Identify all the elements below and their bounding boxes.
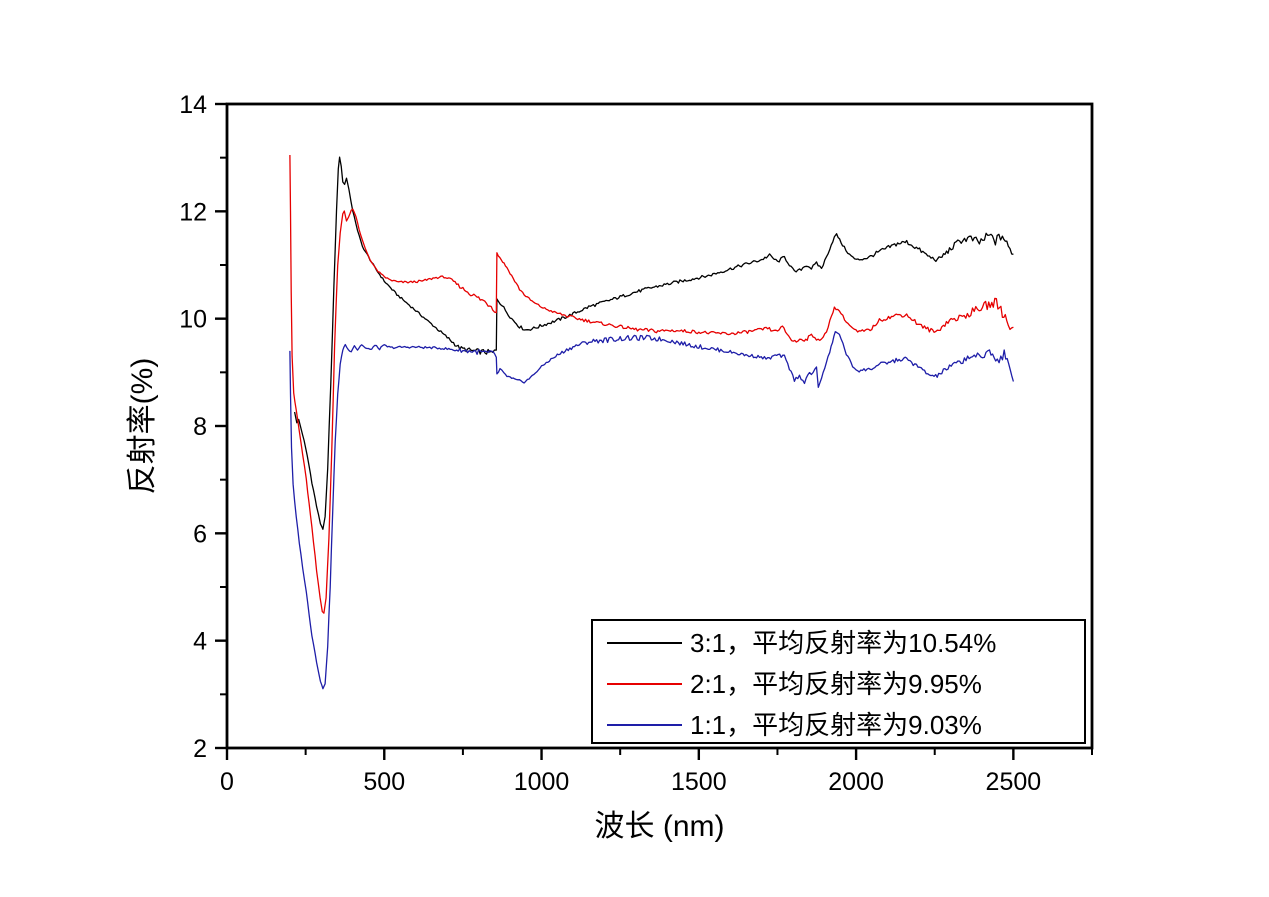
legend-label: 2:1，平均反射率为9.95% [690,669,982,699]
x-axis-title: 波长 (nm) [595,810,725,843]
legend-label: 3:1，平均反射率为10.54% [690,628,996,658]
y-tick-label: 2 [193,735,207,763]
series-line-1:1 [289,331,1015,690]
x-tick-label: 500 [363,768,405,796]
legend-label: 1:1，平均反射率为9.03% [690,710,982,740]
y-tick-label: 6 [193,520,207,548]
series-line-2:1 [289,154,1014,614]
x-tick-label: 1500 [671,768,727,796]
x-tick-label: 2500 [986,768,1042,796]
y-tick-label: 8 [193,413,207,441]
x-tick-label: 1000 [514,768,570,796]
y-tick-label: 12 [179,198,207,226]
y-tick-label: 4 [193,628,207,656]
x-tick-label: 0 [220,768,234,796]
y-tick-label: 14 [179,91,207,119]
x-tick-label: 2000 [828,768,884,796]
y-tick-label: 10 [179,306,207,334]
y-axis-title: 反射率(%) [126,358,159,495]
legend-box [591,619,1086,744]
series-line-3:1 [293,156,1014,530]
